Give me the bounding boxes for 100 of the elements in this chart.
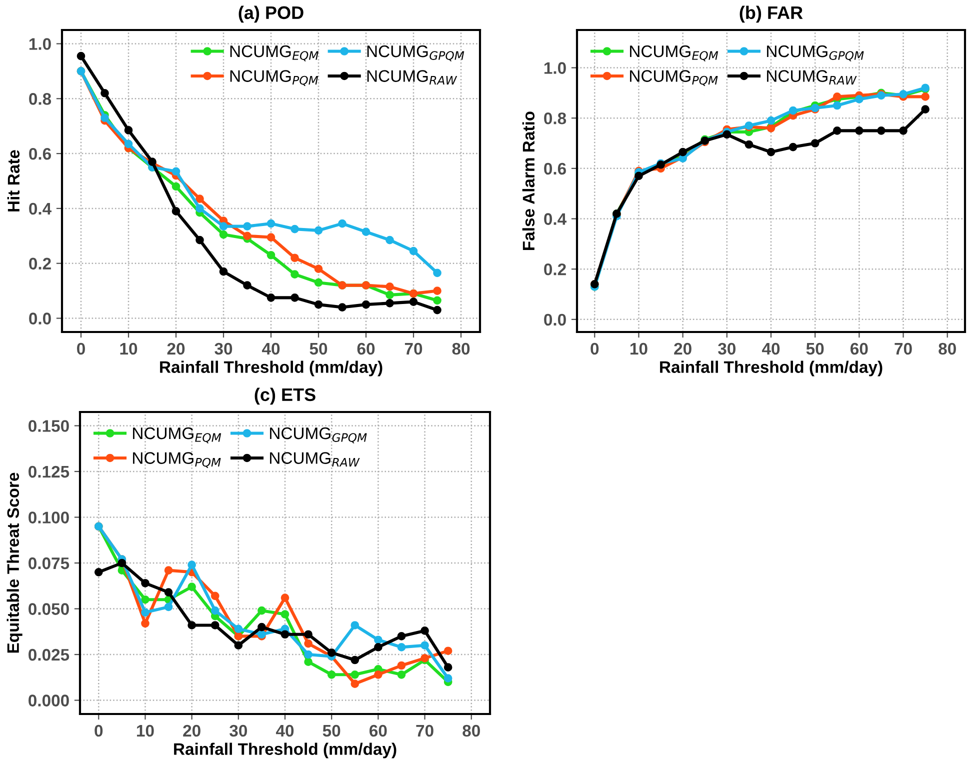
legend-label: NCUMG$_{RAW}$ <box>270 452 360 467</box>
x-tick-label: 10 <box>137 724 154 737</box>
x-tick-label: 50 <box>310 342 328 355</box>
point <box>304 639 312 648</box>
y-tick-label: 0.6 <box>29 148 51 160</box>
x-tick-label: 70 <box>416 724 434 737</box>
point <box>124 126 133 134</box>
point <box>100 88 109 98</box>
point <box>409 246 418 256</box>
y-tick-label: 0.025 <box>28 648 70 661</box>
chart-title: (b) FAR <box>740 6 803 23</box>
point <box>386 236 394 244</box>
point <box>433 296 442 305</box>
point <box>921 92 930 101</box>
point <box>386 299 394 308</box>
y-tick-label: 1.0 <box>544 62 566 74</box>
point <box>280 594 290 602</box>
point <box>124 140 133 148</box>
y-tick-label: 0.0 <box>29 312 51 324</box>
chart-title: (a) POD <box>238 6 304 23</box>
point <box>266 233 276 242</box>
x-axis-title: Rainfall Threshold (mm/day) <box>160 360 382 376</box>
x-tick-label: 60 <box>850 342 868 355</box>
point <box>290 224 299 234</box>
point <box>921 105 930 114</box>
legend-label: NCUMG$_{PQM}$ <box>630 70 718 86</box>
y-tick-label: 0.2 <box>29 258 51 270</box>
point <box>196 236 204 244</box>
x-tick-label: 20 <box>183 724 200 737</box>
point <box>386 290 394 300</box>
point <box>350 656 360 664</box>
point <box>196 194 204 204</box>
point <box>141 608 150 617</box>
x-tick-label: 50 <box>806 342 824 355</box>
point <box>210 621 220 630</box>
point <box>164 602 173 612</box>
y-tick-label: 0.2 <box>544 263 566 276</box>
y-axis-title: Equitable Threat Score <box>6 472 22 653</box>
point <box>444 674 452 682</box>
x-tick-label: 40 <box>262 342 280 355</box>
point <box>362 228 370 236</box>
point <box>314 278 323 287</box>
point <box>188 621 196 630</box>
point <box>810 139 820 148</box>
point <box>172 167 180 176</box>
point <box>118 558 126 568</box>
point <box>433 268 442 278</box>
point <box>678 148 687 156</box>
x-tick-label: 80 <box>462 724 480 737</box>
point <box>188 582 196 591</box>
point <box>304 650 312 659</box>
point <box>832 126 842 135</box>
point <box>338 219 346 228</box>
point <box>234 624 243 634</box>
point <box>350 621 360 630</box>
point <box>243 281 252 290</box>
point <box>280 630 290 639</box>
y-tick-label: 0.100 <box>28 512 69 524</box>
point <box>855 126 864 135</box>
point <box>258 622 266 632</box>
point <box>304 658 312 666</box>
y-tick-label: 0.075 <box>28 557 70 570</box>
x-tick-label: 50 <box>322 724 340 737</box>
point <box>420 626 429 635</box>
point <box>243 222 252 230</box>
point <box>832 101 842 110</box>
y-tick-label: 0.4 <box>29 202 52 215</box>
x-tick-label: 30 <box>214 342 232 355</box>
point <box>766 116 776 125</box>
point <box>219 267 228 276</box>
x-axis-title: Rainfall Threshold (mm/day) <box>660 360 882 376</box>
point <box>409 298 418 306</box>
point <box>350 680 360 688</box>
point <box>100 114 109 122</box>
point <box>290 270 299 279</box>
legend-label: NCUMG$_{GPQM}$ <box>270 427 367 444</box>
point <box>350 670 360 679</box>
point <box>374 643 382 652</box>
legend-label: NCUMG$_{PQM}$ <box>230 70 318 86</box>
legend-label: NCUMG$_{GPQM}$ <box>767 45 864 62</box>
point <box>766 148 776 156</box>
x-tick-label: 80 <box>452 342 470 355</box>
point <box>327 670 336 679</box>
y-tick-label: 0.150 <box>28 420 69 432</box>
point <box>304 630 312 639</box>
legend-label: NCUMG$_{PQM}$ <box>133 452 221 468</box>
x-tick-label: 60 <box>357 342 375 355</box>
y-tick-label: 0.8 <box>29 93 52 105</box>
x-tick-label: 0 <box>77 342 85 355</box>
point <box>266 219 276 228</box>
legend-label: NCUMG$_{RAW}$ <box>767 70 857 85</box>
point <box>634 172 643 180</box>
x-tick-label: 0 <box>590 342 599 355</box>
y-tick-label: 0.050 <box>28 603 69 615</box>
point <box>164 588 173 596</box>
x-tick-label: 20 <box>674 342 692 355</box>
x-tick-label: 40 <box>762 342 780 355</box>
point <box>290 254 299 262</box>
point <box>855 95 864 104</box>
y-axis-title: False Alarm Ratio <box>522 112 535 250</box>
